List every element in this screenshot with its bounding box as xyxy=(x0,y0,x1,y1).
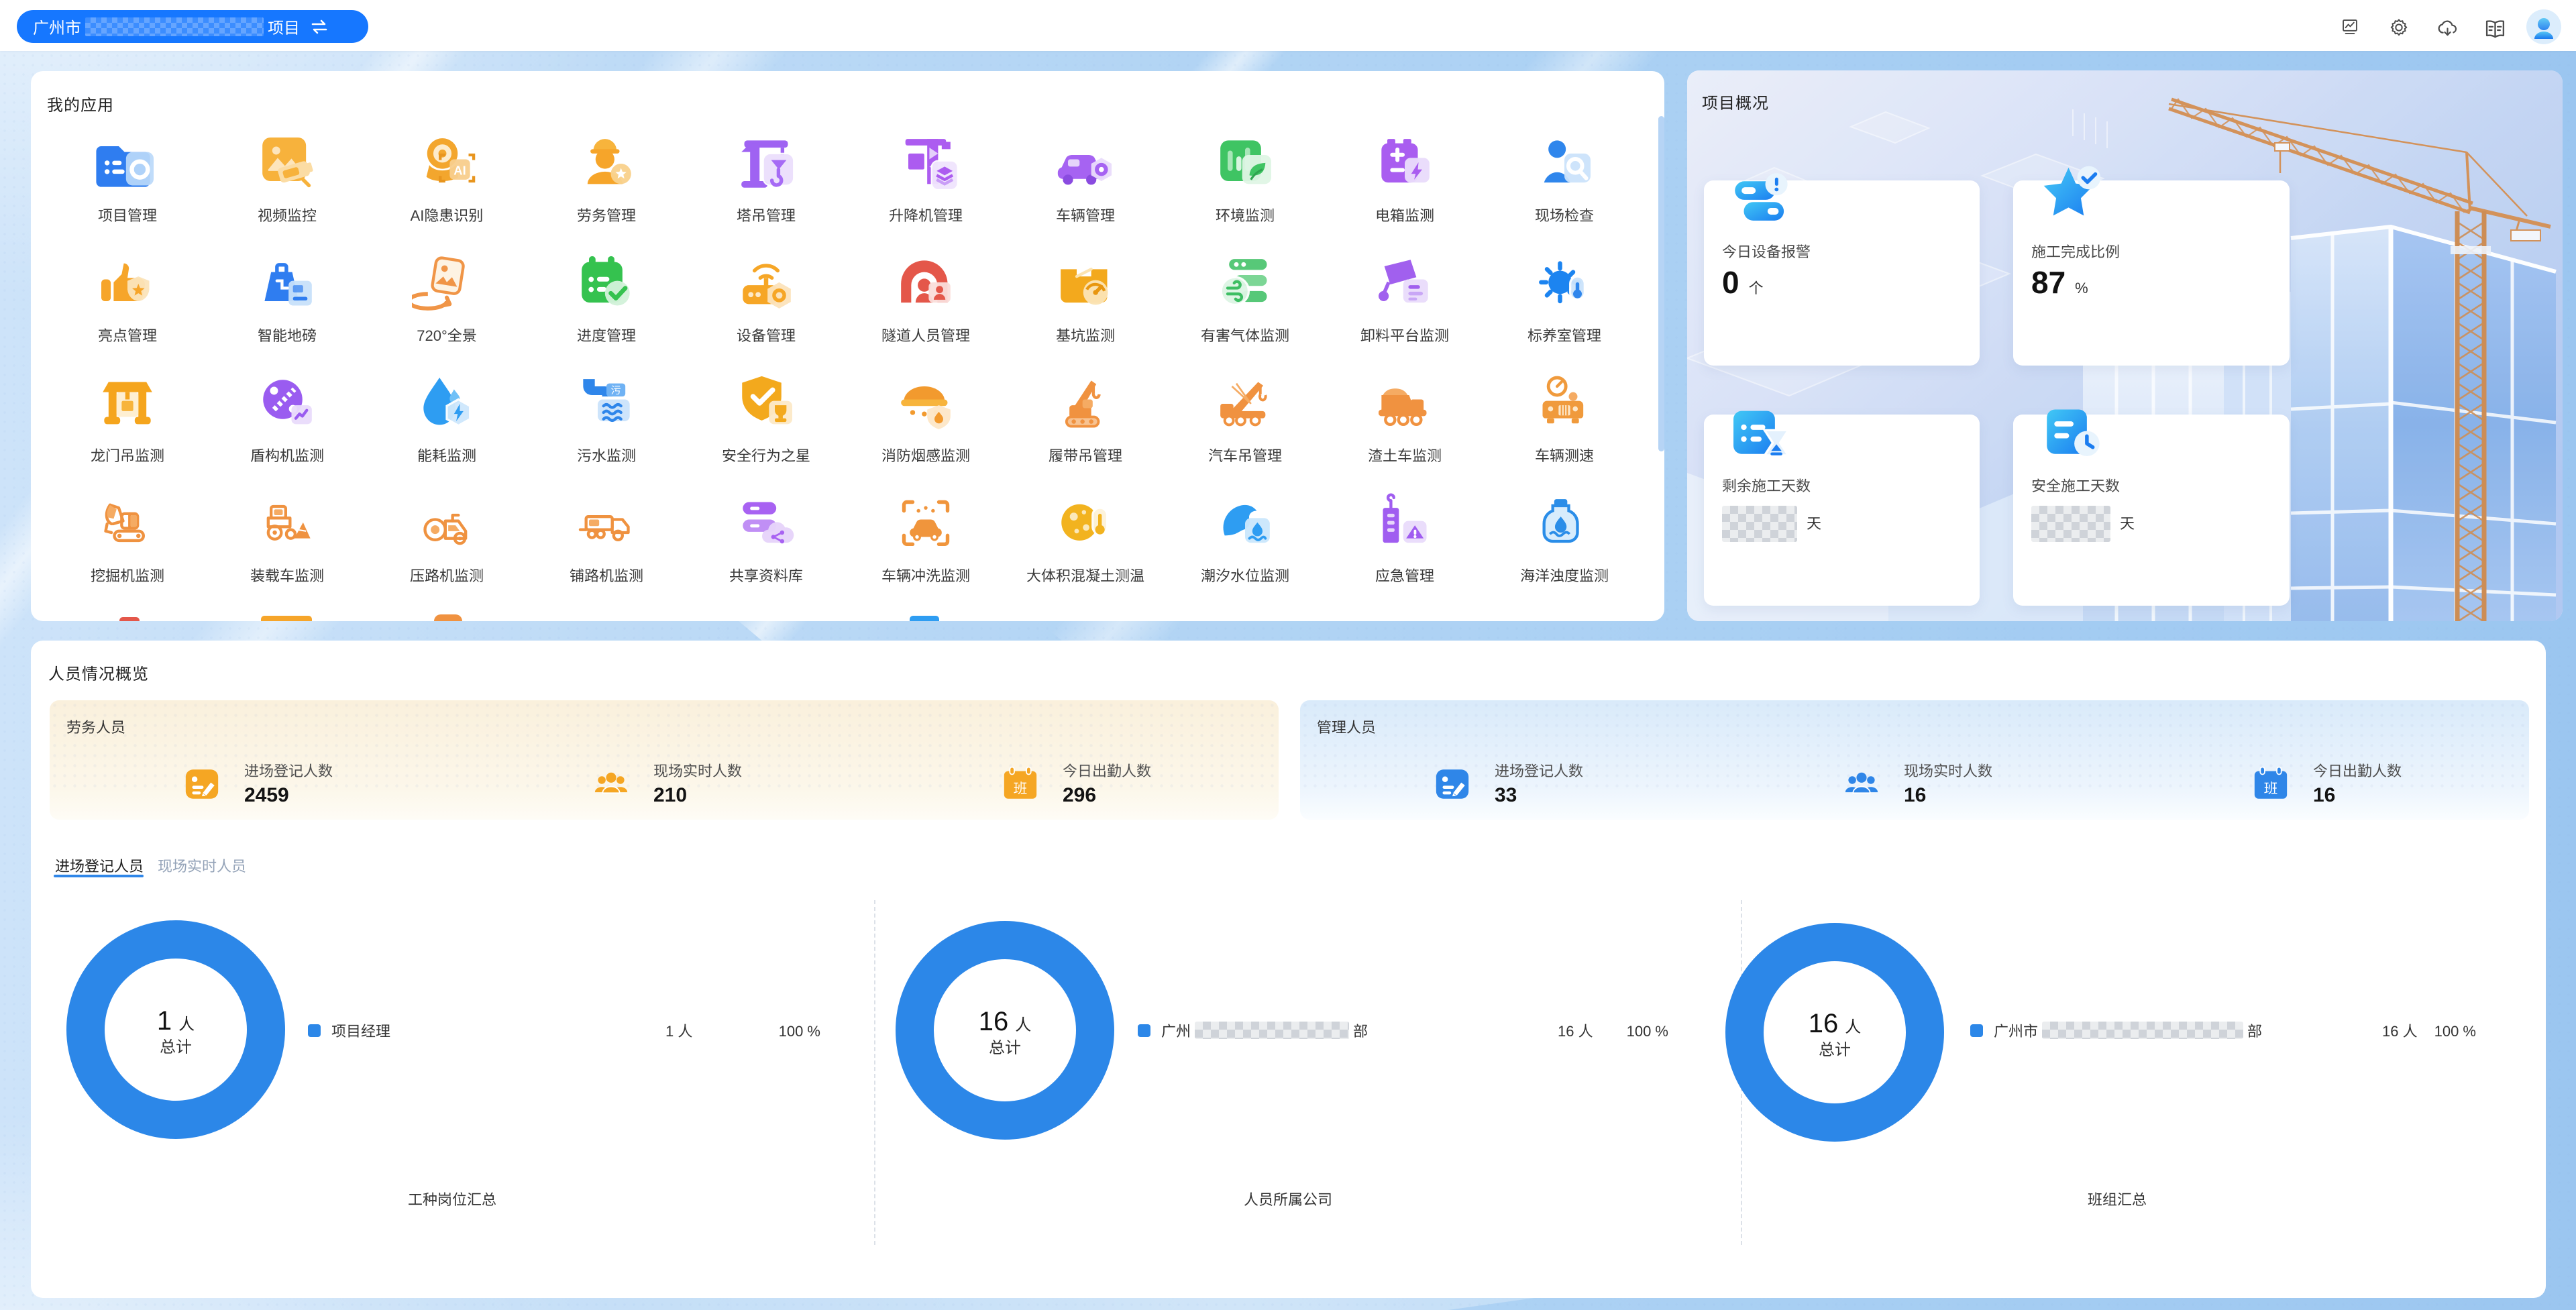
svg-text:班: 班 xyxy=(2264,777,2278,797)
svg-text:班: 班 xyxy=(1014,777,1028,797)
svg-text:AI: AI xyxy=(453,163,466,177)
svg-text:污: 污 xyxy=(610,382,621,397)
